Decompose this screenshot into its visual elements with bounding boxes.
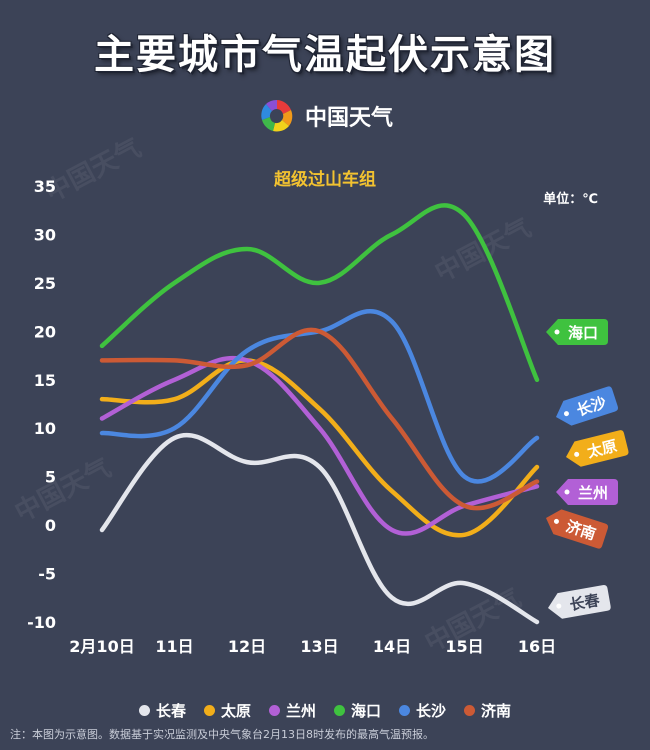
- legend-label: 太原: [220, 702, 251, 720]
- series-tag-shape: [556, 386, 619, 426]
- y-tick-label: -10: [27, 613, 56, 632]
- series-tag-shape: [546, 319, 608, 345]
- x-tick-label: 14日: [373, 637, 411, 656]
- legend-item: 济南: [464, 700, 511, 721]
- series-tag-hole: [564, 489, 570, 495]
- series-tag-label: 兰州: [578, 484, 608, 502]
- series-tag: 长沙: [556, 386, 619, 426]
- series-tag-hole: [553, 518, 559, 524]
- brand-swirl-icon: [261, 99, 293, 132]
- x-tick-label: 16日: [518, 637, 556, 656]
- series-tag-hole: [563, 411, 569, 417]
- legend-dot-icon: [399, 705, 411, 716]
- legend-dot-icon: [268, 705, 280, 716]
- page-title: 主要城市气温起伏示意图: [94, 32, 556, 78]
- series-tag: 兰州: [556, 479, 618, 505]
- series-tag-hole: [556, 603, 562, 609]
- chart-subtitle: 超级过山车组: [274, 170, 376, 190]
- legend: 长春 太原 兰州 海口 长沙 济南: [0, 700, 650, 721]
- y-tick-label: 35: [34, 177, 56, 196]
- series-tag-label: 长春: [568, 591, 601, 614]
- brand-name: 中国天气: [304, 106, 393, 131]
- legend-label: 兰州: [285, 702, 316, 720]
- legend-label: 长沙: [416, 702, 447, 720]
- y-tick-label: 5: [45, 468, 56, 487]
- legend-item: 兰州: [268, 700, 316, 721]
- legend-label: 济南: [481, 702, 512, 720]
- legend-item: 长春: [138, 700, 186, 721]
- brand-logo: 中国天气: [0, 96, 650, 136]
- series-line-济南: [99, 327, 540, 511]
- y-tick-label: 20: [34, 322, 56, 341]
- y-tick-label: -5: [38, 565, 56, 584]
- series-tag: 海口: [546, 319, 608, 345]
- legend-item: 长沙: [399, 700, 446, 721]
- series-tag: 长春: [548, 585, 611, 619]
- x-tick-label: 12日: [228, 637, 266, 656]
- series-tag-shape: [556, 479, 618, 505]
- series-tag-shape: [546, 509, 609, 549]
- x-tick-label: 11日: [155, 637, 193, 656]
- x-tick-label: 15日: [445, 637, 483, 656]
- unit-label: 单位：℃: [543, 192, 598, 207]
- legend-dot-icon: [138, 705, 150, 716]
- y-tick-label: 0: [45, 516, 56, 535]
- series-tag-hole: [574, 451, 580, 457]
- series-line-长沙: [99, 308, 540, 484]
- line-chart: -10 -5 0 5 10 15 20 25 30 35 2月10日 11日 12日 13日 14日 15日 1…: [27, 177, 629, 656]
- legend-dot-icon: [334, 705, 345, 716]
- x-tick-label: 13日: [300, 637, 338, 656]
- series-tag-shape: [566, 430, 629, 467]
- series-tag: 太原: [566, 430, 629, 467]
- series-tag: 济南: [546, 509, 609, 549]
- series-tag-shape: [548, 585, 611, 619]
- legend-label: 长春: [155, 702, 186, 720]
- series-tag-label: 海口: [568, 324, 598, 342]
- legend-dot-icon: [203, 705, 215, 716]
- legend-dot-icon: [464, 705, 476, 716]
- series-line-长春: [99, 432, 540, 625]
- y-tick-label: 25: [34, 274, 56, 293]
- series-line-海口: [99, 203, 540, 383]
- series-tag-hole: [554, 329, 560, 335]
- x-tick-label: 2月10日: [69, 637, 134, 656]
- y-tick-label: 30: [34, 225, 56, 244]
- footnote: 注：本图为示意图。数据基于实况监测及中央气象台2月13日8时发布的最高气温预报。: [10, 728, 434, 741]
- y-tick-label: 15: [34, 371, 56, 390]
- series-line-太原: [99, 358, 540, 538]
- legend-label: 海口: [351, 702, 382, 720]
- legend-item: 海口: [334, 700, 381, 721]
- y-tick-label: 10: [34, 419, 56, 438]
- legend-item: 太原: [203, 700, 251, 721]
